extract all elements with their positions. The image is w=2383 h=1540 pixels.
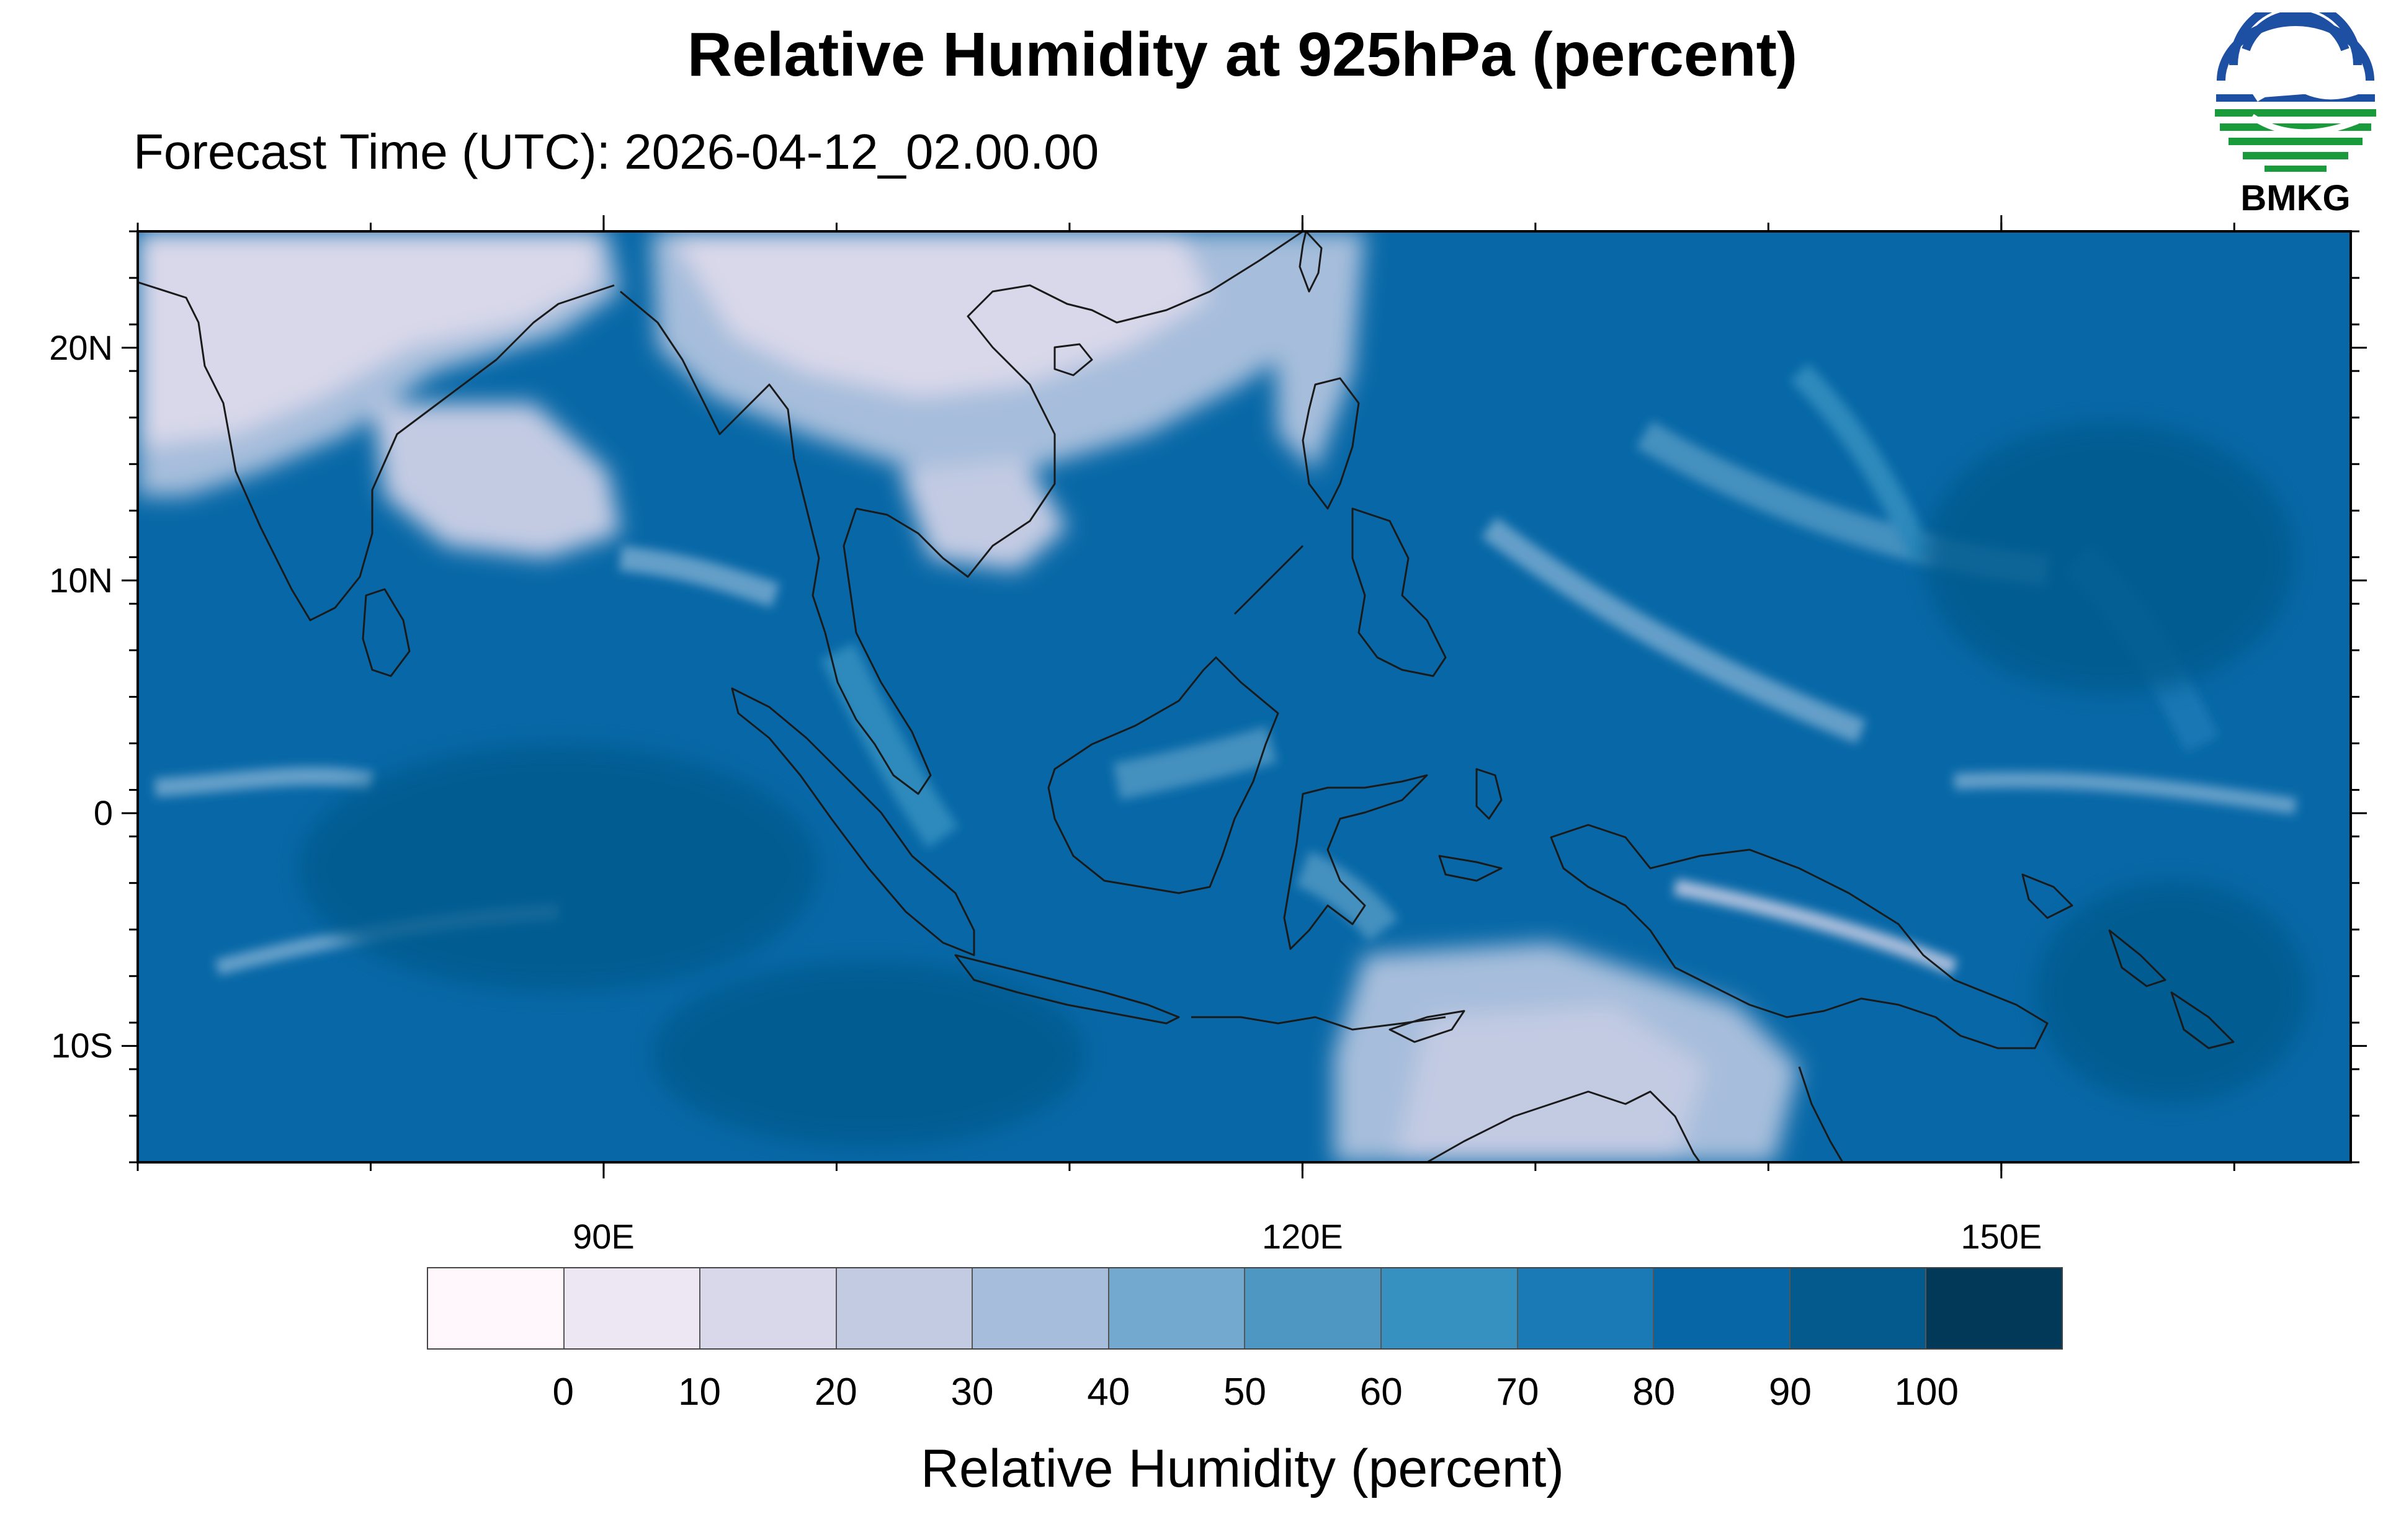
colorbar-box [1245, 1268, 1382, 1348]
colorbar-box [1109, 1268, 1246, 1348]
lat-tick-label: 10N [49, 560, 113, 600]
lat-tick-label: 0 [93, 793, 113, 833]
lon-tick-label: 150E [1960, 1217, 2042, 1256]
colorbar-label: 30 [950, 1371, 994, 1413]
colorbar-box [1518, 1268, 1655, 1348]
colorbar [427, 1267, 2063, 1350]
colorbar-label: 40 [1087, 1371, 1130, 1413]
humidity-field [138, 231, 2351, 1162]
colorbar-label: 0 [552, 1371, 574, 1413]
colorbar-box [1654, 1268, 1791, 1348]
colorbar-box [564, 1268, 701, 1348]
colorbar-box [428, 1268, 565, 1348]
lon-tick-label: 120E [1261, 1217, 1343, 1256]
bmkg-logo: BMKG [2209, 12, 2382, 217]
colorbar-label: 90 [1769, 1371, 1812, 1413]
lon-tick-label: 90E [573, 1217, 635, 1256]
colorbar-label: 10 [678, 1371, 721, 1413]
lat-tick-label: 10S [51, 1026, 113, 1066]
axis-ticks [122, 215, 2367, 1178]
colorbar-title: Relative Humidity (percent) [920, 1439, 1565, 1498]
colorbar-box [1790, 1268, 1927, 1348]
colorbar-label: 80 [1632, 1371, 1676, 1413]
colorbar-box [836, 1268, 973, 1348]
logo-text: BMKG [2240, 178, 2351, 218]
colorbar-label: 60 [1359, 1371, 1403, 1413]
colorbar-label: 70 [1496, 1371, 1539, 1413]
colorbar-label: 20 [814, 1371, 857, 1413]
colorbar-label: 100 [1894, 1371, 1959, 1413]
colorbar-box [1382, 1268, 1518, 1348]
bmkg-logo-icon [2215, 12, 2376, 172]
colorbar-box [973, 1268, 1109, 1348]
forecast-time: Forecast Time (UTC): 2026-04-12_02.00.00 [133, 124, 1099, 179]
lat-tick-label: 20N [49, 327, 113, 367]
coastlines [138, 231, 2235, 1162]
colorbar-label: 50 [1223, 1371, 1266, 1413]
colorbar-box [700, 1268, 837, 1348]
colorbar-box [1926, 1268, 2062, 1348]
map-title: Relative Humidity at 925hPa (percent) [687, 20, 1798, 89]
